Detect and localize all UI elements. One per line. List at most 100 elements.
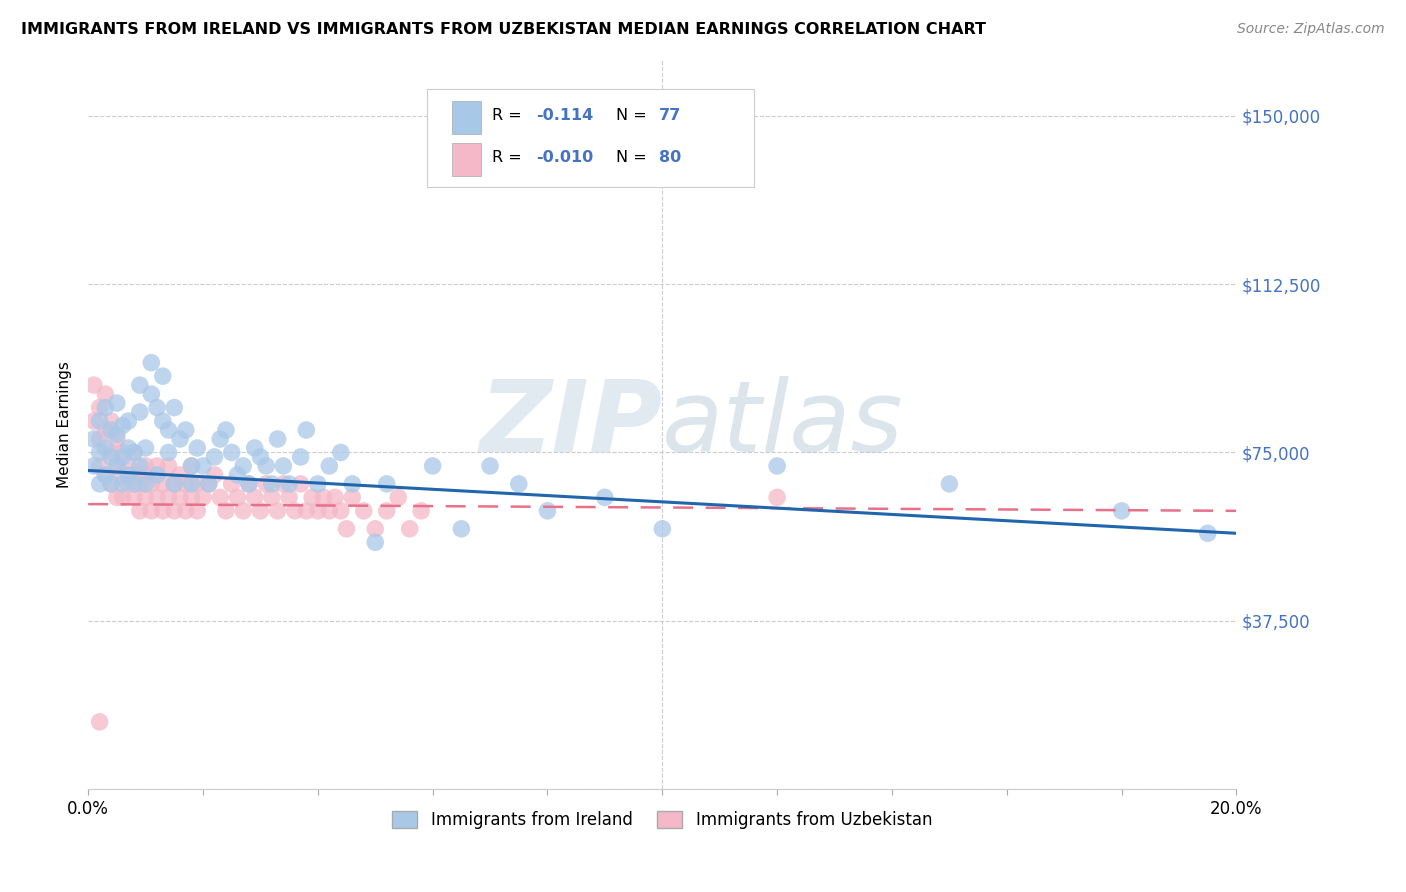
Text: -0.114: -0.114 xyxy=(536,108,593,123)
Text: R =: R = xyxy=(492,150,527,165)
Point xyxy=(122,476,145,491)
Point xyxy=(375,504,398,518)
Point xyxy=(312,491,335,505)
Point xyxy=(111,418,134,433)
Point xyxy=(215,423,238,437)
Point xyxy=(83,414,105,428)
Point xyxy=(128,476,150,491)
Point xyxy=(342,476,364,491)
Point xyxy=(94,401,117,415)
Point xyxy=(141,504,163,518)
Point xyxy=(111,450,134,464)
Point xyxy=(295,423,318,437)
Point xyxy=(94,441,117,455)
Point xyxy=(100,414,122,428)
Point xyxy=(273,476,295,491)
Point xyxy=(157,458,180,473)
Point xyxy=(128,504,150,518)
Point xyxy=(295,504,318,518)
Point xyxy=(329,445,352,459)
Point xyxy=(307,476,329,491)
Text: atlas: atlas xyxy=(662,376,904,473)
Point xyxy=(117,414,139,428)
Point xyxy=(318,504,340,518)
Point xyxy=(128,458,150,473)
Legend: Immigrants from Ireland, Immigrants from Uzbekistan: Immigrants from Ireland, Immigrants from… xyxy=(385,804,939,836)
Point xyxy=(186,476,208,491)
Point xyxy=(180,458,202,473)
Point xyxy=(152,414,174,428)
Text: ZIP: ZIP xyxy=(479,376,662,473)
Point xyxy=(209,491,232,505)
Point xyxy=(938,476,960,491)
Point xyxy=(83,378,105,392)
Point xyxy=(353,504,375,518)
Point xyxy=(117,458,139,473)
Point xyxy=(278,491,301,505)
Point xyxy=(83,458,105,473)
Point xyxy=(508,476,530,491)
Point xyxy=(105,396,128,410)
Point xyxy=(226,491,249,505)
Text: 77: 77 xyxy=(659,108,681,123)
Point xyxy=(411,504,433,518)
Point xyxy=(135,476,157,491)
Point xyxy=(180,491,202,505)
Point xyxy=(651,522,673,536)
Point xyxy=(94,423,117,437)
Point xyxy=(89,714,111,729)
Point xyxy=(174,504,197,518)
Point xyxy=(105,432,128,446)
Point xyxy=(122,467,145,482)
Point xyxy=(204,467,226,482)
Point xyxy=(135,467,157,482)
Point xyxy=(273,458,295,473)
Point xyxy=(249,504,271,518)
Point xyxy=(323,491,346,505)
Point xyxy=(100,476,122,491)
Point xyxy=(89,432,111,446)
Point xyxy=(398,522,420,536)
Point xyxy=(146,458,169,473)
Point xyxy=(197,476,219,491)
Point xyxy=(180,458,202,473)
Point xyxy=(238,476,260,491)
Point xyxy=(122,445,145,459)
Point xyxy=(157,491,180,505)
Text: N =: N = xyxy=(616,150,652,165)
Point xyxy=(232,458,254,473)
FancyBboxPatch shape xyxy=(427,89,754,187)
Point xyxy=(89,476,111,491)
Point xyxy=(284,504,307,518)
Text: 80: 80 xyxy=(659,150,681,165)
Point xyxy=(122,445,145,459)
Point xyxy=(117,476,139,491)
Point xyxy=(89,445,111,459)
Text: Source: ZipAtlas.com: Source: ZipAtlas.com xyxy=(1237,22,1385,37)
Point xyxy=(536,504,558,518)
Text: IMMIGRANTS FROM IRELAND VS IMMIGRANTS FROM UZBEKISTAN MEDIAN EARNINGS CORRELATIO: IMMIGRANTS FROM IRELAND VS IMMIGRANTS FR… xyxy=(21,22,986,37)
Point xyxy=(111,445,134,459)
Point xyxy=(375,476,398,491)
Point xyxy=(122,491,145,505)
Point xyxy=(117,441,139,455)
Point xyxy=(766,458,789,473)
Point xyxy=(128,405,150,419)
Point xyxy=(100,476,122,491)
Point xyxy=(146,467,169,482)
Point xyxy=(111,467,134,482)
Point xyxy=(197,476,219,491)
Point xyxy=(191,491,214,505)
Point xyxy=(232,504,254,518)
Point xyxy=(204,450,226,464)
Point xyxy=(111,476,134,491)
Point xyxy=(290,450,312,464)
Point xyxy=(141,476,163,491)
Point xyxy=(94,387,117,401)
Point xyxy=(94,467,117,482)
Point xyxy=(174,476,197,491)
Point xyxy=(238,476,260,491)
Point xyxy=(152,504,174,518)
Point xyxy=(260,491,283,505)
Text: N =: N = xyxy=(616,108,652,123)
